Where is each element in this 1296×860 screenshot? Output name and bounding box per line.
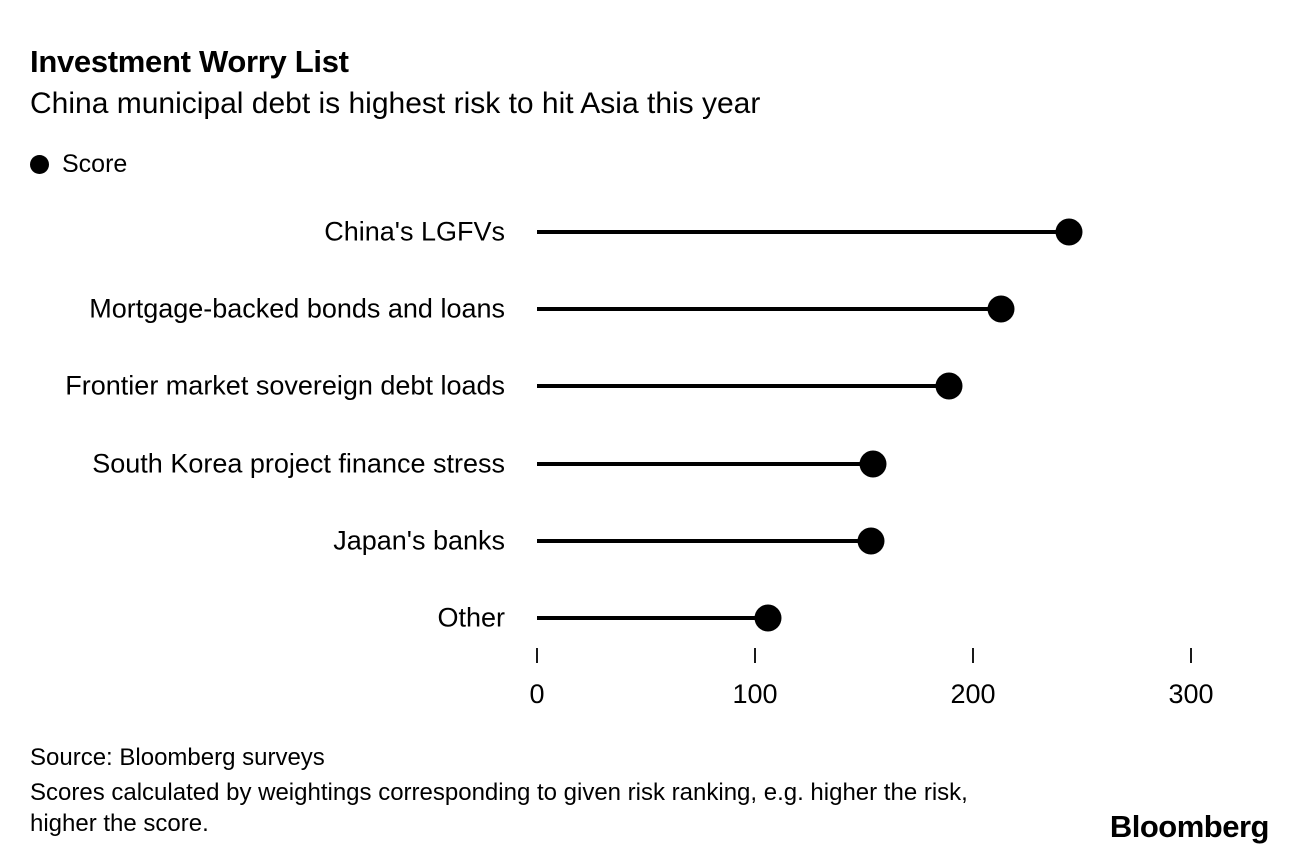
category-label: Other [437, 602, 505, 633]
source-text: Source: Bloomberg surveys [30, 744, 325, 771]
axis-tick [754, 648, 756, 663]
lollipop-dot [857, 527, 885, 555]
category-label: South Korea project finance stress [92, 448, 505, 479]
lollipop-dot [1055, 218, 1083, 246]
category-label: China's LGFVs [324, 216, 505, 247]
chart-subtitle: China municipal debt is highest risk to … [30, 87, 761, 120]
axis-tick [536, 648, 538, 663]
category-label: Frontier market sovereign debt loads [65, 370, 505, 401]
legend-label: Score [62, 150, 128, 178]
lollipop-stem [537, 616, 769, 620]
bloomberg-logo: Bloomberg [1109, 809, 1270, 844]
axis-tick [1190, 648, 1192, 663]
lollipop-stem [537, 230, 1069, 234]
axis-tick-label: 300 [1168, 679, 1214, 709]
footnote-text: Scores calculated by weightings correspo… [30, 779, 968, 837]
lollipop-dot [935, 372, 963, 400]
axis-tick-label: 100 [732, 679, 778, 709]
category-label: Japan's banks [333, 525, 505, 556]
legend-marker-icon [30, 155, 49, 174]
lollipop-dot [754, 604, 782, 632]
chart-title: Investment Worry List [30, 44, 349, 79]
lollipop-stem [537, 307, 1002, 312]
category-label: Mortgage-backed bonds and loans [89, 293, 505, 324]
axis-tick [972, 648, 974, 663]
lollipop-dot [987, 295, 1015, 323]
axis-tick-label: 200 [950, 679, 996, 709]
lollipop-stem [537, 384, 950, 389]
lollipop-dot [859, 450, 887, 478]
axis-tick-label: 0 [529, 679, 545, 709]
lollipop-stem [537, 538, 871, 543]
legend: Score [30, 150, 127, 179]
lollipop-stem [537, 461, 873, 466]
